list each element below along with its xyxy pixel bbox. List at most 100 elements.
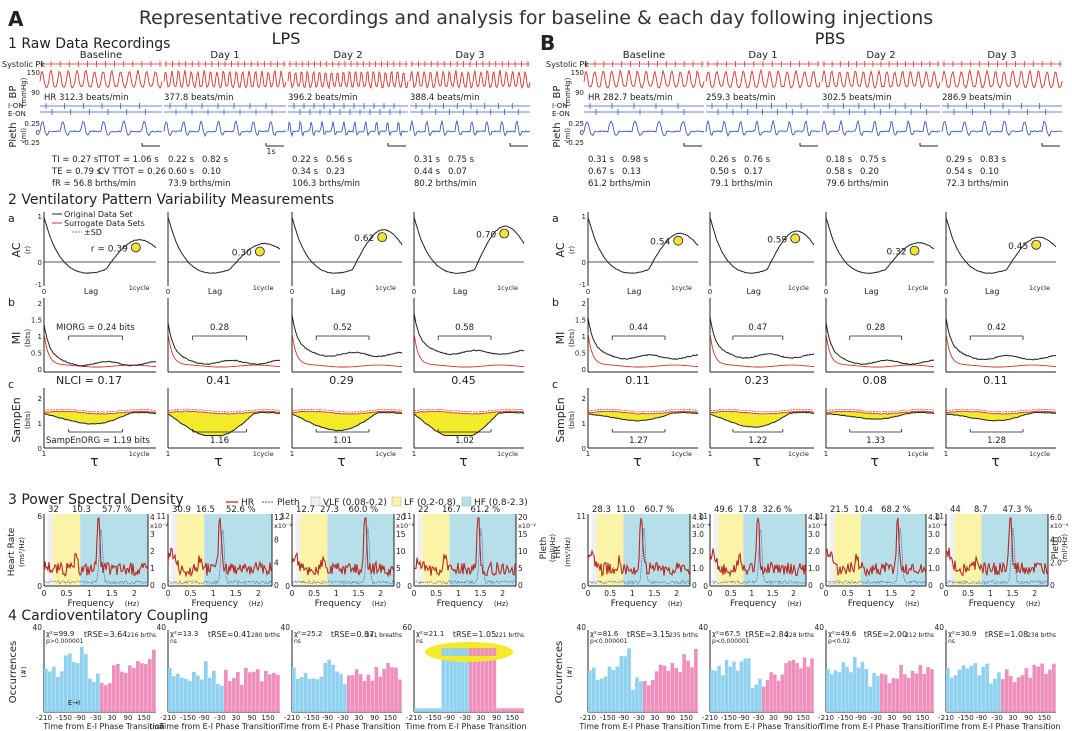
lag-tick: 0 (166, 288, 170, 296)
trse-value: tRSE=0.87 (331, 630, 374, 639)
tau-label: τ (753, 454, 761, 470)
histogram-bar-expiration (627, 648, 631, 712)
histogram-bar-inspiration (903, 674, 907, 712)
ac-peak-marker (673, 235, 684, 246)
histogram-bar-inspiration (802, 657, 807, 712)
ac-trace (413, 217, 525, 274)
histogram-bar-expiration (445, 659, 450, 712)
cvc-xtick: -30 (991, 714, 1002, 722)
histogram-bar-inspiration (516, 708, 520, 712)
histogram-bar-expiration (724, 659, 729, 712)
cvc-xtick: -90 (855, 714, 866, 722)
se-surrogate-sd (43, 408, 157, 413)
histogram-bar-expiration (829, 674, 834, 712)
cvc-xtick: -30 (337, 714, 348, 722)
legend-hr: HR (241, 498, 254, 508)
histogram-bar-inspiration (1020, 675, 1025, 712)
histogram-bar-expiration (860, 661, 865, 712)
psd-xtick: 2 (378, 589, 383, 598)
psd-right-tick: 4.0 (928, 513, 940, 522)
histogram-bar-inspiration (112, 665, 116, 712)
psd-pleth (587, 527, 691, 585)
histogram-bar-inspiration (370, 680, 375, 712)
histogram-bar-inspiration (260, 681, 264, 712)
histogram-bar-inspiration (120, 671, 124, 712)
psd-pleth-axis-label: Pleth (539, 537, 549, 560)
cycle-tick: 1cycle (788, 284, 809, 292)
histogram-bar-expiration (588, 670, 592, 712)
pleth-unit: (ml) (564, 128, 572, 142)
se-surrogate-sd (945, 408, 1057, 413)
param-ttot: 0.56 s (326, 155, 353, 165)
lf-pct: 8.7 (974, 505, 988, 515)
nlci-value: 0.29 (329, 374, 354, 387)
cvc-xlabel: Time from E-I Phase Transition (938, 722, 1060, 731)
p-value: p>0.000001 (46, 638, 84, 645)
psd-xtick: 1 (456, 589, 461, 598)
ac-peak-value: 0.59 (767, 235, 787, 245)
psd-xtick: 1 (334, 589, 339, 598)
lf-band (422, 514, 450, 586)
histogram-bar-inspiration (907, 677, 911, 712)
se-original (945, 411, 1057, 422)
psd-xunit: (Hz) (125, 600, 140, 608)
day-label: Day 3 (455, 50, 484, 61)
cvc-xtick: 150 (916, 714, 929, 722)
histogram-bar-expiration (414, 708, 418, 712)
psd-y0: 0 (819, 582, 824, 591)
legend-pleth: Pleth (277, 498, 300, 508)
ac-trace (43, 217, 157, 274)
se-tick: 1 (582, 420, 586, 428)
histogram-bar-inspiration (500, 708, 505, 712)
hr-value: 302.5 beats/min (822, 93, 892, 103)
histogram-bar-expiration (965, 668, 970, 712)
histogram-bar-expiration (311, 678, 316, 712)
legend-lf: LF (0.2-0.8) (404, 498, 456, 508)
cycle-tick: 1cycle (129, 284, 150, 292)
cvc-xtick: 150 (506, 714, 519, 722)
param-ti: 0.22 s (168, 155, 195, 165)
day-label: Day 2 (333, 50, 362, 61)
cvc-ymax: 40 (934, 623, 944, 632)
vlf-pct: 28.3 (592, 505, 611, 515)
histogram-bar-inspiration (224, 669, 228, 712)
psd-pleth (413, 527, 517, 585)
psd-xtick: 0.5 (604, 589, 616, 598)
hf-pct: 60.0 % (349, 505, 379, 515)
param-ti: 0.29 s (946, 155, 973, 165)
cycle-tick: 1cycle (907, 284, 928, 292)
cvc-xtick: 150 (796, 714, 809, 722)
histogram-bar-inspiration (382, 668, 386, 712)
cvc-ylabel: Occurrences (554, 641, 565, 703)
histogram-bar-expiration (946, 668, 950, 712)
param-cv: 0.13 (622, 167, 641, 177)
p-value: ns (170, 638, 177, 645)
se-surrogate (168, 410, 281, 415)
cvc-xtick: -210 (406, 714, 422, 722)
bp-trace (409, 69, 531, 89)
psd-hr-axis-unit: (ms²/Hz) (564, 537, 572, 567)
histogram-bar-expiration (307, 678, 312, 712)
cvc-xtick: 30 (232, 714, 241, 722)
vlf-pct: 22 (418, 505, 429, 515)
lag-tick: 0 (708, 288, 712, 296)
sampen-value: 1.16 (210, 436, 229, 446)
param-cv: 0.07 (448, 167, 467, 177)
vlf-band (829, 514, 835, 586)
mi-surrogate (587, 333, 699, 368)
psd-xtick: 0.5 (962, 589, 974, 598)
psd-xunit: (Hz) (668, 600, 683, 608)
pleth-trace (287, 120, 409, 138)
psd-right-tick: 3.0 (928, 530, 940, 539)
psd-right-tick: 4 (150, 513, 155, 522)
se-original (291, 411, 403, 432)
histogram-bar-inspiration (654, 671, 659, 712)
psd-y0: 0 (407, 582, 412, 591)
param-fr: 61.2 brths/min (588, 179, 651, 189)
histogram-bar-inspiration (895, 678, 899, 712)
cvc-xtick: -90 (74, 714, 85, 722)
histogram-bar-inspiration (678, 672, 682, 712)
ac-tick: 0 (582, 259, 586, 267)
psd-xtick: 1.5 (106, 589, 118, 598)
histogram-bar-inspiration (252, 671, 256, 712)
